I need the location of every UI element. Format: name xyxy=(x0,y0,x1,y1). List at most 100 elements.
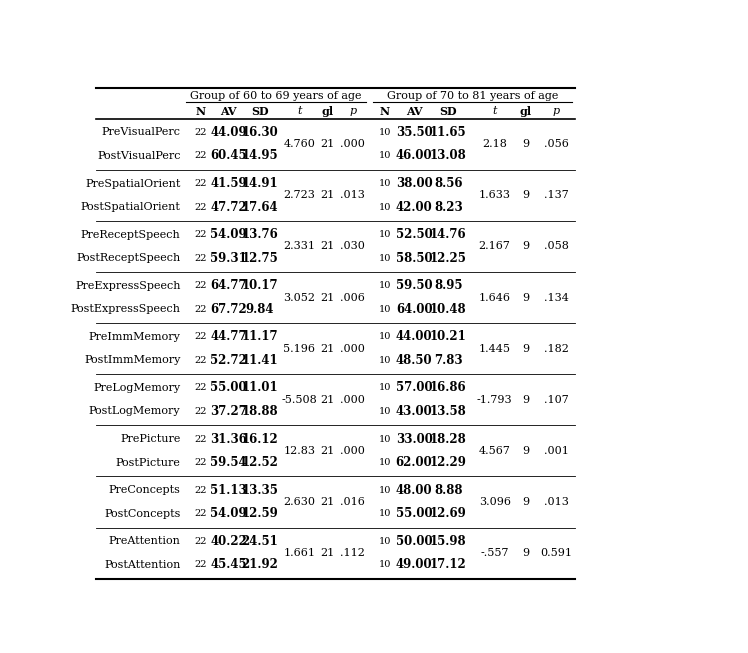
Text: 59.50: 59.50 xyxy=(396,279,432,293)
Text: 10: 10 xyxy=(379,202,391,212)
Text: 12.69: 12.69 xyxy=(430,507,467,520)
Text: SD: SD xyxy=(440,106,457,116)
Text: 45.45: 45.45 xyxy=(210,558,247,571)
Text: 21: 21 xyxy=(320,343,334,354)
Text: 67.72: 67.72 xyxy=(210,303,247,316)
Text: 46.00: 46.00 xyxy=(396,150,432,163)
Text: 8.56: 8.56 xyxy=(434,177,462,190)
Text: 13.35: 13.35 xyxy=(242,484,278,497)
Text: 10: 10 xyxy=(379,560,391,569)
Text: 9: 9 xyxy=(522,343,529,354)
Text: 31.36: 31.36 xyxy=(210,432,247,445)
Text: gl: gl xyxy=(519,106,531,116)
Text: PostVisualPerc: PostVisualPerc xyxy=(97,151,180,161)
Text: 41.59: 41.59 xyxy=(210,177,247,190)
Text: .001: .001 xyxy=(544,446,568,456)
Text: 2.331: 2.331 xyxy=(283,242,316,251)
Text: 4.760: 4.760 xyxy=(283,139,315,149)
Text: .112: .112 xyxy=(340,548,365,558)
Text: 22: 22 xyxy=(194,383,207,392)
Text: 10: 10 xyxy=(379,435,391,443)
Text: 16.30: 16.30 xyxy=(242,126,278,139)
Text: 59.54: 59.54 xyxy=(210,456,247,469)
Text: 16.86: 16.86 xyxy=(430,381,467,394)
Text: 9: 9 xyxy=(522,548,529,558)
Text: .107: .107 xyxy=(544,395,568,405)
Text: 22: 22 xyxy=(194,305,207,313)
Text: 51.13: 51.13 xyxy=(210,484,247,497)
Text: 10: 10 xyxy=(379,407,391,416)
Text: 48.00: 48.00 xyxy=(396,484,432,497)
Text: 1.646: 1.646 xyxy=(479,293,511,302)
Text: 3.052: 3.052 xyxy=(283,293,316,302)
Text: PreReceptSpeech: PreReceptSpeech xyxy=(81,230,180,240)
Text: Group of 70 to 81 years of age: Group of 70 to 81 years of age xyxy=(387,91,558,101)
Text: 11.41: 11.41 xyxy=(242,354,278,367)
Text: 8.23: 8.23 xyxy=(434,200,463,214)
Text: PrePicture: PrePicture xyxy=(120,434,180,444)
Text: 44.77: 44.77 xyxy=(210,330,247,343)
Text: 22: 22 xyxy=(194,458,207,467)
Text: 22: 22 xyxy=(194,486,207,495)
Text: 22: 22 xyxy=(194,281,207,290)
Text: 0.591: 0.591 xyxy=(540,548,572,558)
Text: 22: 22 xyxy=(194,230,207,239)
Text: 9: 9 xyxy=(522,242,529,251)
Text: 15.98: 15.98 xyxy=(430,535,467,548)
Text: 22: 22 xyxy=(194,128,207,137)
Text: 10.17: 10.17 xyxy=(242,279,278,293)
Text: .013: .013 xyxy=(544,497,568,507)
Text: .134: .134 xyxy=(544,293,568,302)
Text: 1.445: 1.445 xyxy=(479,343,511,354)
Text: 17.12: 17.12 xyxy=(430,558,467,571)
Text: 58.50: 58.50 xyxy=(396,251,432,264)
Text: Group of 60 to 69 years of age: Group of 60 to 69 years of age xyxy=(190,91,362,101)
Text: .030: .030 xyxy=(340,242,365,251)
Text: 12.52: 12.52 xyxy=(242,456,278,469)
Text: 22: 22 xyxy=(194,179,207,188)
Text: 21: 21 xyxy=(320,190,334,200)
Text: 12.29: 12.29 xyxy=(430,456,467,469)
Text: 9.84: 9.84 xyxy=(245,303,274,316)
Text: -.557: -.557 xyxy=(480,548,509,558)
Text: AV: AV xyxy=(406,106,423,116)
Text: 62.00: 62.00 xyxy=(396,456,432,469)
Text: 2.723: 2.723 xyxy=(283,190,315,200)
Text: 18.28: 18.28 xyxy=(430,432,467,445)
Text: PreConcepts: PreConcepts xyxy=(108,485,180,495)
Text: 12.83: 12.83 xyxy=(283,446,316,456)
Text: -1.793: -1.793 xyxy=(476,395,512,405)
Text: 16.12: 16.12 xyxy=(242,432,278,445)
Text: PostExpressSpeech: PostExpressSpeech xyxy=(70,304,180,314)
Text: 4.567: 4.567 xyxy=(479,446,511,456)
Text: 43.00: 43.00 xyxy=(396,405,432,418)
Text: 22: 22 xyxy=(194,356,207,365)
Text: PostSpatialOrient: PostSpatialOrient xyxy=(81,202,180,212)
Text: 2.18: 2.18 xyxy=(482,139,507,149)
Text: 21: 21 xyxy=(320,293,334,302)
Text: PostLogMemory: PostLogMemory xyxy=(89,407,180,417)
Text: t: t xyxy=(492,106,497,116)
Text: 8.88: 8.88 xyxy=(434,484,462,497)
Text: PreLogMemory: PreLogMemory xyxy=(94,383,180,393)
Text: PostReceptSpeech: PostReceptSpeech xyxy=(76,253,180,263)
Text: 24.51: 24.51 xyxy=(242,535,278,548)
Text: 2.167: 2.167 xyxy=(479,242,511,251)
Text: 10: 10 xyxy=(379,537,391,546)
Text: 10.48: 10.48 xyxy=(430,303,467,316)
Text: PreExpressSpeech: PreExpressSpeech xyxy=(75,281,180,291)
Text: .137: .137 xyxy=(544,190,568,200)
Text: .182: .182 xyxy=(544,343,568,354)
Text: .058: .058 xyxy=(544,242,568,251)
Text: 14.91: 14.91 xyxy=(242,177,278,190)
Text: SD: SD xyxy=(251,106,269,116)
Text: 21.92: 21.92 xyxy=(242,558,278,571)
Text: 33.00: 33.00 xyxy=(396,432,432,445)
Text: 10: 10 xyxy=(379,458,391,467)
Text: 59.31: 59.31 xyxy=(210,251,247,264)
Text: 11.65: 11.65 xyxy=(430,126,467,139)
Text: 54.09: 54.09 xyxy=(210,507,247,520)
Text: 12.59: 12.59 xyxy=(242,507,278,520)
Text: 44.00: 44.00 xyxy=(396,330,432,343)
Text: 9: 9 xyxy=(522,395,529,405)
